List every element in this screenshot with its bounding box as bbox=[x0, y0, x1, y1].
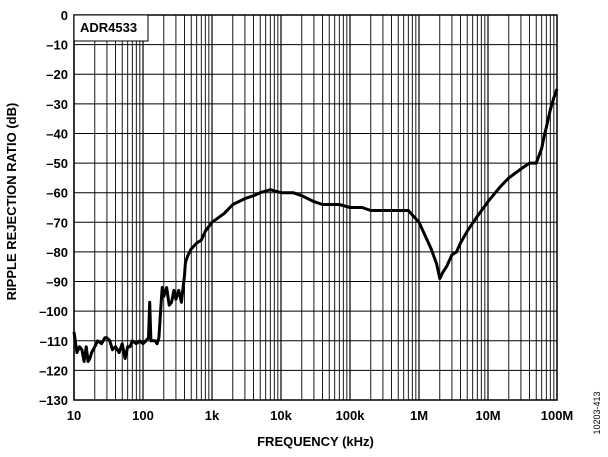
x-tick-label: 100 bbox=[132, 408, 154, 423]
y-tick-label: –100 bbox=[39, 304, 68, 319]
y-tick-label: –40 bbox=[46, 126, 68, 141]
y-tick-label: –50 bbox=[46, 156, 68, 171]
x-tick-label: 10 bbox=[67, 408, 81, 423]
y-tick-label: –20 bbox=[46, 67, 68, 82]
figure-id-annotation: 10203-413 bbox=[592, 391, 602, 434]
y-tick-labels: 0 –10 –20 –30 –40 –50 –60 –70 –80 –90 –100 –110 –120… bbox=[39, 8, 68, 408]
x-tick-label: 1M bbox=[410, 408, 428, 423]
series-line-adr4533 bbox=[72, 88, 559, 363]
legend-label-adr4533: ADR4533 bbox=[80, 20, 137, 35]
x-tick-label: 100M bbox=[541, 408, 574, 423]
legend: ADR4533 bbox=[73, 14, 149, 42]
series-layer bbox=[72, 88, 559, 363]
x-tick-label: 1k bbox=[205, 408, 220, 423]
plot-frame bbox=[73, 14, 558, 401]
x-tick-labels: 10 100 1k 10k 100k 1M 10M 100M bbox=[67, 408, 574, 423]
y-tick-label: –10 bbox=[46, 38, 68, 53]
y-tick-label: –90 bbox=[46, 275, 68, 290]
y-tick-label: –60 bbox=[46, 186, 68, 201]
x-axis-label: FREQUENCY (kHz) bbox=[257, 434, 374, 449]
x-tick-label: 100k bbox=[336, 408, 366, 423]
y-tick-label: 0 bbox=[61, 8, 68, 23]
x-tick-label: 10k bbox=[270, 408, 292, 423]
x-tick-label: 10M bbox=[475, 408, 500, 423]
legend-box bbox=[73, 14, 149, 42]
y-tick-label: –120 bbox=[39, 363, 68, 378]
y-tick-label: –80 bbox=[46, 245, 68, 260]
y-tick-label: –130 bbox=[39, 393, 68, 408]
y-tick-label: –30 bbox=[46, 97, 68, 112]
y-tick-label: –70 bbox=[46, 215, 68, 230]
y-axis-label: RIPPLE REJECTION RATIO (dB) bbox=[4, 103, 19, 301]
y-tick-label: –110 bbox=[40, 334, 68, 349]
